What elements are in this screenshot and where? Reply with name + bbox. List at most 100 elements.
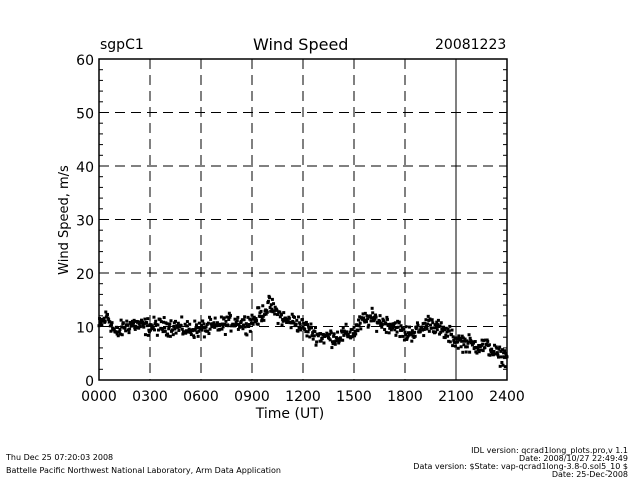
data-point bbox=[161, 330, 165, 334]
data-point bbox=[147, 328, 151, 332]
data-point bbox=[331, 342, 335, 346]
data-point bbox=[117, 330, 121, 334]
data-point bbox=[330, 346, 334, 350]
data-point bbox=[112, 327, 116, 331]
data-point bbox=[470, 343, 474, 347]
y-tick-label: 10 bbox=[76, 321, 94, 337]
data-point bbox=[143, 317, 147, 321]
data-point bbox=[289, 326, 293, 330]
data-point bbox=[496, 353, 500, 357]
data-point bbox=[304, 330, 308, 334]
data-point bbox=[418, 330, 422, 334]
data-point bbox=[348, 330, 352, 334]
data-point bbox=[177, 328, 181, 332]
data-point bbox=[301, 325, 305, 329]
data-point bbox=[114, 330, 118, 334]
data-point bbox=[456, 340, 460, 344]
data-point bbox=[481, 342, 485, 346]
data-point bbox=[118, 328, 122, 332]
site-label: sgpC1 bbox=[100, 37, 144, 53]
data-point bbox=[503, 349, 507, 353]
data-point bbox=[154, 319, 158, 323]
data-point bbox=[262, 313, 266, 317]
data-point bbox=[385, 315, 389, 319]
data-point bbox=[498, 364, 502, 368]
data-point bbox=[223, 322, 227, 326]
data-point bbox=[374, 315, 378, 319]
data-point bbox=[397, 320, 401, 324]
data-point bbox=[160, 327, 164, 331]
data-point bbox=[305, 334, 309, 338]
data-point bbox=[356, 329, 360, 333]
data-point bbox=[185, 324, 189, 328]
data-point bbox=[475, 351, 479, 355]
data-point bbox=[375, 329, 379, 333]
data-point bbox=[188, 328, 192, 332]
data-point bbox=[368, 314, 372, 318]
data-point bbox=[328, 332, 332, 336]
data-point bbox=[401, 334, 405, 338]
data-point bbox=[408, 325, 412, 329]
data-point bbox=[126, 323, 130, 327]
data-point bbox=[145, 324, 149, 328]
data-point bbox=[278, 310, 282, 314]
data-point bbox=[201, 319, 205, 323]
data-point bbox=[423, 321, 427, 325]
data-point bbox=[196, 326, 200, 330]
data-point bbox=[504, 351, 508, 355]
data-point bbox=[202, 322, 206, 326]
data-point bbox=[251, 322, 255, 326]
data-point bbox=[292, 321, 296, 325]
data-point bbox=[210, 325, 214, 329]
data-point bbox=[351, 332, 355, 336]
data-point bbox=[130, 322, 134, 326]
data-point bbox=[149, 328, 153, 332]
data-point bbox=[233, 317, 237, 321]
data-point bbox=[396, 325, 400, 329]
data-point bbox=[235, 323, 239, 327]
data-point bbox=[312, 334, 316, 338]
data-point bbox=[157, 328, 160, 332]
data-point bbox=[162, 316, 166, 320]
data-point bbox=[447, 339, 451, 343]
data-point bbox=[455, 337, 459, 341]
data-point bbox=[133, 326, 137, 330]
data-point bbox=[395, 330, 399, 334]
data-point bbox=[382, 319, 386, 323]
data-point bbox=[452, 338, 456, 342]
data-point bbox=[450, 328, 454, 332]
data-point bbox=[502, 351, 506, 355]
data-point bbox=[261, 314, 265, 318]
data-point bbox=[313, 326, 317, 330]
data-point bbox=[429, 326, 433, 330]
data-point bbox=[152, 315, 156, 319]
data-point bbox=[197, 321, 201, 325]
data-point bbox=[374, 313, 378, 317]
data-point bbox=[406, 331, 410, 335]
data-point bbox=[200, 328, 204, 332]
data-point bbox=[168, 334, 172, 338]
data-point bbox=[296, 315, 300, 319]
data-point bbox=[250, 313, 254, 317]
data-point bbox=[393, 321, 397, 325]
data-point bbox=[326, 333, 330, 337]
data-point bbox=[414, 327, 418, 331]
data-point bbox=[468, 336, 472, 340]
data-point bbox=[351, 334, 355, 338]
date-label: 20081223 bbox=[435, 37, 507, 53]
data-point bbox=[366, 325, 370, 329]
data-point bbox=[495, 346, 499, 350]
data-point bbox=[503, 365, 507, 369]
data-point bbox=[389, 328, 393, 332]
data-point bbox=[384, 321, 388, 325]
data-point bbox=[183, 322, 187, 326]
data-point bbox=[242, 318, 246, 322]
data-point bbox=[234, 320, 238, 324]
data-point bbox=[174, 331, 178, 335]
data-point bbox=[106, 312, 109, 316]
data-point bbox=[322, 341, 326, 345]
data-point bbox=[380, 325, 384, 329]
y-tick-label: 50 bbox=[76, 107, 94, 123]
data-point bbox=[306, 323, 310, 327]
data-point bbox=[465, 339, 469, 343]
